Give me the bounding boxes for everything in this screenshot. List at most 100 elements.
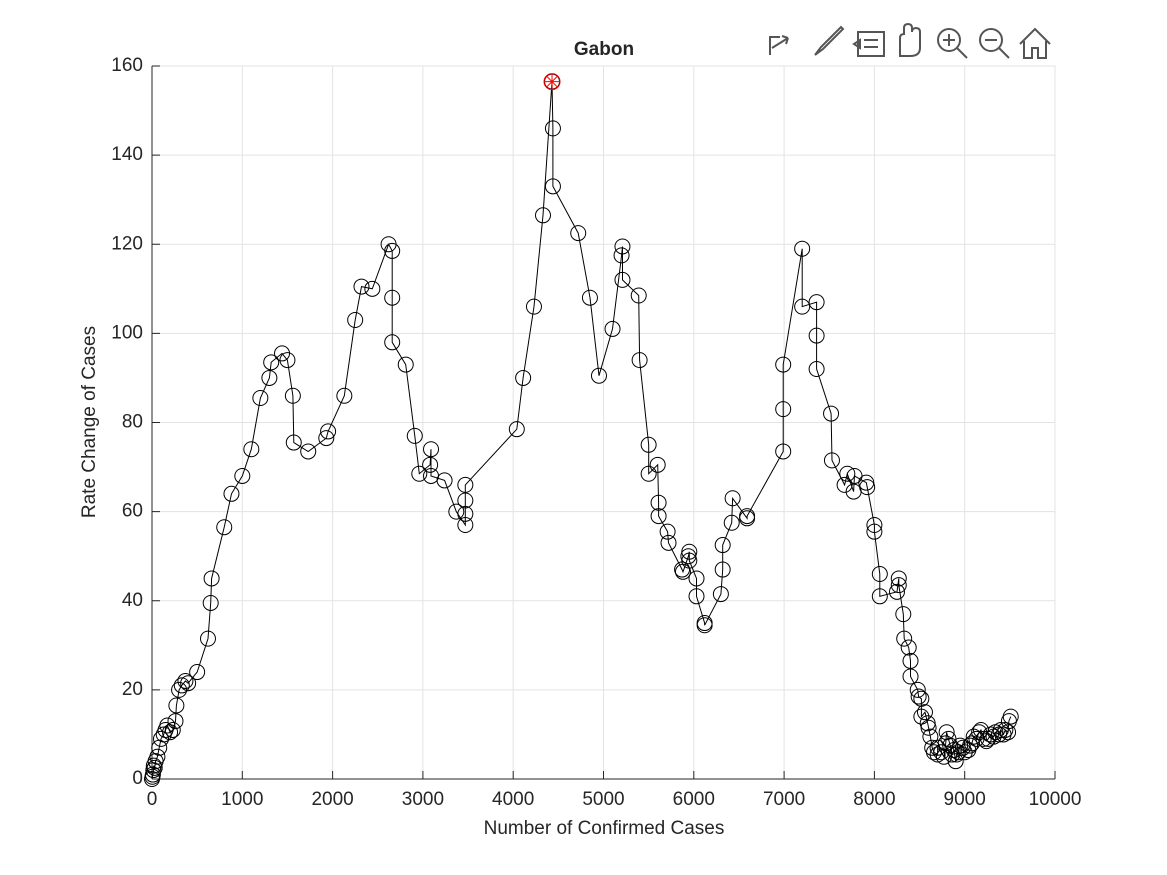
- point: [890, 577, 907, 594]
- point: [859, 479, 876, 496]
- point: [823, 405, 840, 422]
- point: [347, 312, 364, 329]
- legend-icon[interactable]: [852, 31, 885, 57]
- point: [808, 361, 825, 378]
- point: [515, 369, 532, 386]
- point: [149, 748, 166, 765]
- point: [336, 387, 353, 404]
- y-tick-label: 60: [122, 501, 143, 522]
- point: [794, 298, 811, 315]
- x-tick-label: 7000: [763, 789, 805, 810]
- point: [823, 452, 840, 469]
- point: [775, 356, 792, 373]
- x-tick-label: 4000: [492, 789, 534, 810]
- point: [448, 503, 465, 520]
- point: [947, 753, 964, 770]
- point: [962, 737, 979, 754]
- zoom-in-icon[interactable]: [937, 28, 961, 52]
- toolbar[interactable]: [769, 22, 1051, 59]
- point: [712, 586, 729, 603]
- point: [1002, 708, 1019, 725]
- point: [318, 430, 335, 447]
- point: [902, 652, 919, 669]
- brush-icon[interactable]: [814, 25, 845, 56]
- y-tick-label: 140: [111, 144, 143, 165]
- point: [534, 207, 551, 224]
- point: [544, 178, 561, 195]
- point: [164, 721, 181, 738]
- point: [203, 570, 220, 587]
- point: [223, 485, 240, 502]
- zoom-out-icon[interactable]: [979, 28, 1003, 52]
- point: [909, 681, 926, 698]
- x-tick-label: 8000: [853, 789, 895, 810]
- point: [411, 465, 428, 482]
- point: [688, 570, 705, 587]
- point: [384, 242, 401, 259]
- y-tick-label: 120: [111, 233, 143, 254]
- x-tick-label: 6000: [673, 789, 715, 810]
- point: [436, 472, 453, 489]
- point: [968, 730, 985, 747]
- x-tick-label: 5000: [582, 789, 624, 810]
- point: [913, 690, 930, 707]
- point: [714, 561, 731, 578]
- point: [913, 708, 930, 725]
- point: [243, 441, 260, 458]
- point: [839, 465, 856, 482]
- point: [384, 289, 401, 306]
- x-tick-label: 10000: [1029, 789, 1082, 810]
- point: [581, 289, 598, 306]
- point: [279, 352, 296, 369]
- point: [866, 523, 883, 540]
- point: [902, 668, 919, 685]
- point: [544, 120, 561, 137]
- point: [353, 278, 370, 295]
- point: [457, 516, 474, 533]
- point: [630, 287, 647, 304]
- point: [614, 271, 631, 288]
- point: [457, 476, 474, 493]
- point: [992, 721, 1009, 738]
- point: [234, 467, 251, 484]
- point: [929, 739, 946, 756]
- point: [916, 704, 933, 721]
- point: [216, 519, 233, 536]
- point: [422, 456, 439, 473]
- point: [457, 505, 474, 522]
- point: [739, 508, 756, 525]
- y-tick-label: 20: [122, 679, 143, 700]
- point: [202, 594, 219, 611]
- point: [173, 677, 190, 694]
- point: [723, 514, 740, 531]
- point: [320, 423, 337, 440]
- point: [929, 746, 946, 763]
- point: [945, 742, 962, 759]
- point: [696, 617, 713, 634]
- point: [397, 356, 414, 373]
- point: [252, 389, 269, 406]
- point: [423, 441, 440, 458]
- point: [714, 537, 731, 554]
- home-icon[interactable]: [1019, 27, 1051, 59]
- x-axis-label: Number of Confirmed Cases: [484, 818, 725, 839]
- export-icon[interactable]: [769, 35, 789, 55]
- point: [384, 334, 401, 351]
- y-tick-label: 0: [132, 768, 143, 789]
- x-tick-label: 0: [147, 789, 158, 810]
- point: [982, 726, 999, 743]
- x-tick-label: 3000: [402, 789, 444, 810]
- point: [640, 465, 657, 482]
- series-line: [151, 81, 1012, 780]
- point: [888, 583, 905, 600]
- point: [167, 713, 184, 730]
- point: [159, 717, 176, 734]
- point: [681, 552, 698, 569]
- point: [895, 606, 912, 623]
- y-tick-label: 100: [111, 322, 143, 343]
- pan-icon[interactable]: [899, 22, 921, 57]
- point: [938, 724, 955, 741]
- point: [794, 240, 811, 257]
- point: [871, 566, 888, 583]
